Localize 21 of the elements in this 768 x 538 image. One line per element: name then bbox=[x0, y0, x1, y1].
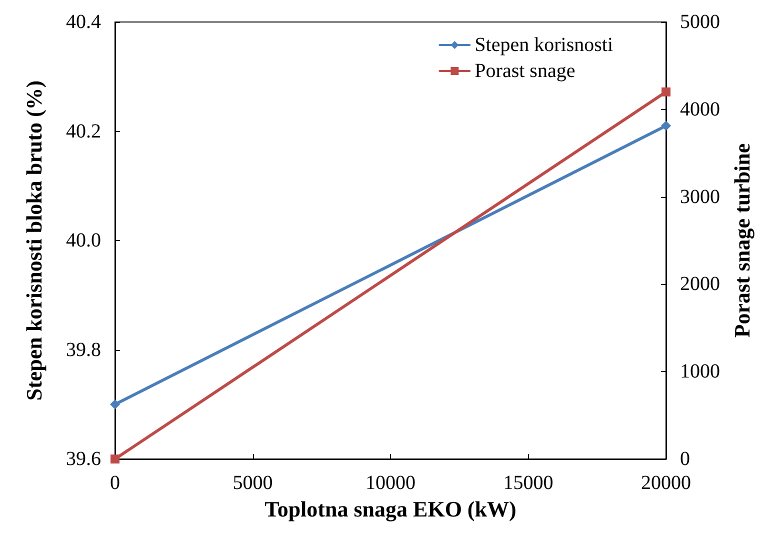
y-tick-label: 39.6 bbox=[66, 448, 101, 470]
x-axis-title: Toplotna snaga EKO (kW) bbox=[264, 496, 516, 522]
y2-tick-label: 2000 bbox=[680, 273, 720, 296]
y-tick-label: 39.8 bbox=[66, 338, 101, 361]
legend-label: Stepen korisnosti bbox=[474, 34, 614, 56]
y2-tick-label: 5000 bbox=[680, 11, 720, 33]
x-tick-label: 0 bbox=[110, 472, 120, 494]
y-axis-title: Stepen korisnosti bloka bruto (%) bbox=[22, 80, 46, 401]
y-tick-label: 40.2 bbox=[66, 120, 101, 142]
y2-tick-label: 3000 bbox=[680, 186, 720, 208]
x-tick-label: 10000 bbox=[366, 472, 416, 494]
y2-tick-label: 0 bbox=[680, 448, 690, 470]
x-tick-label: 15000 bbox=[503, 472, 554, 494]
y2-tick-label: 1000 bbox=[680, 360, 720, 383]
x-tick-label: 5000 bbox=[232, 472, 273, 494]
y2-tick-label: 4000 bbox=[680, 98, 720, 120]
y-tick-label: 40.0 bbox=[66, 230, 101, 252]
y-tick-label: 40.4 bbox=[66, 11, 101, 33]
y2-axis-title: Porast snage turbine bbox=[729, 143, 754, 338]
x-tick-label: 20000 bbox=[641, 472, 691, 494]
legend-label: Porast snage bbox=[474, 60, 576, 82]
